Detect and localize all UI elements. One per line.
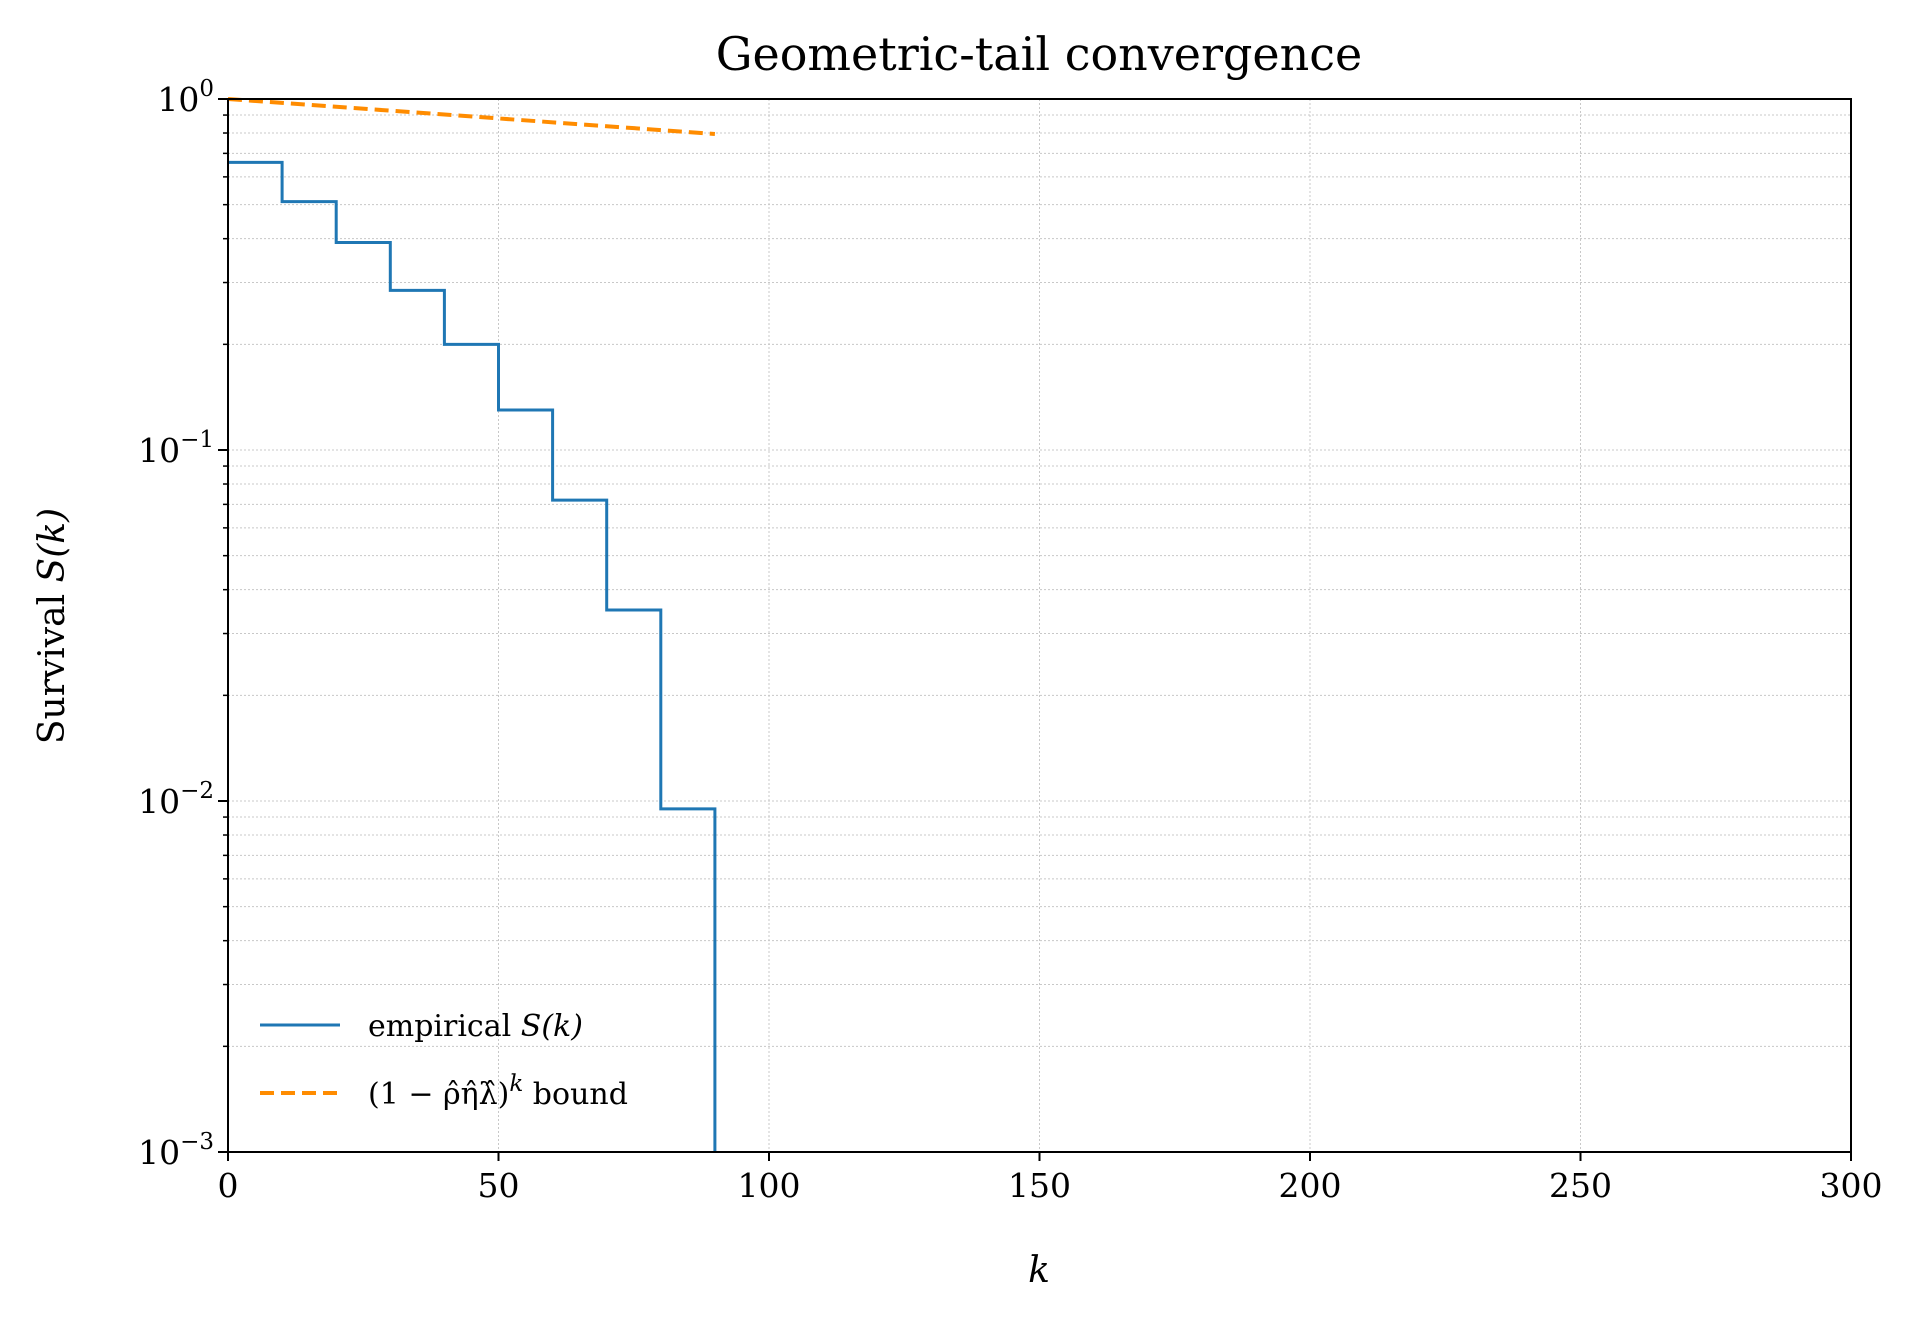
legend-bound-math: (1 − ρ̂η̂λ̂) bbox=[368, 1077, 509, 1112]
x-tick-label: 200 bbox=[1279, 1166, 1342, 1205]
x-tick-label: 0 bbox=[218, 1166, 239, 1205]
y-axis-label-prefix: Survival bbox=[32, 582, 73, 744]
x-tick-label: 300 bbox=[1820, 1166, 1883, 1205]
x-axis: 0 50 100 150 200 250 300 bbox=[218, 1152, 1883, 1205]
x-tick-label: 100 bbox=[738, 1166, 801, 1205]
series-bound bbox=[227, 97, 716, 136]
legend-bound-exp: k bbox=[509, 1071, 523, 1097]
legend-bound-suffix: bound bbox=[523, 1077, 628, 1112]
y-tick-label: 10−1 bbox=[138, 427, 214, 470]
y-tick-label: 10−2 bbox=[138, 778, 214, 821]
y-tick-label: 10−3 bbox=[138, 1129, 214, 1172]
x-tick-label: 50 bbox=[478, 1166, 520, 1205]
grid-lines bbox=[227, 99, 1852, 1153]
y-axis: 100 10−1 10−2 10−3 bbox=[138, 76, 228, 1172]
y-axis-label-math: S(k) bbox=[32, 508, 73, 583]
y-tick-label: 100 bbox=[157, 76, 214, 119]
legend-label-bound: (1 − ρ̂η̂λ̂)k bound bbox=[368, 1071, 628, 1112]
chart-title: Geometric-tail convergence bbox=[716, 27, 1363, 81]
x-tick-label: 250 bbox=[1549, 1166, 1612, 1205]
legend: empirical S(k) (1 − ρ̂η̂λ̂)k bound bbox=[260, 1009, 628, 1112]
legend-label-empirical: empirical S(k) bbox=[368, 1009, 583, 1044]
series-layer bbox=[227, 97, 717, 1152]
x-tick-label: 150 bbox=[1008, 1166, 1071, 1205]
x-axis-label: k bbox=[1028, 1250, 1050, 1291]
series-empirical bbox=[228, 160, 717, 1152]
legend-empirical-math: S(k) bbox=[521, 1009, 583, 1044]
legend-empirical-prefix: empirical bbox=[368, 1009, 521, 1044]
y-axis-label: Survival S(k) bbox=[32, 508, 73, 744]
